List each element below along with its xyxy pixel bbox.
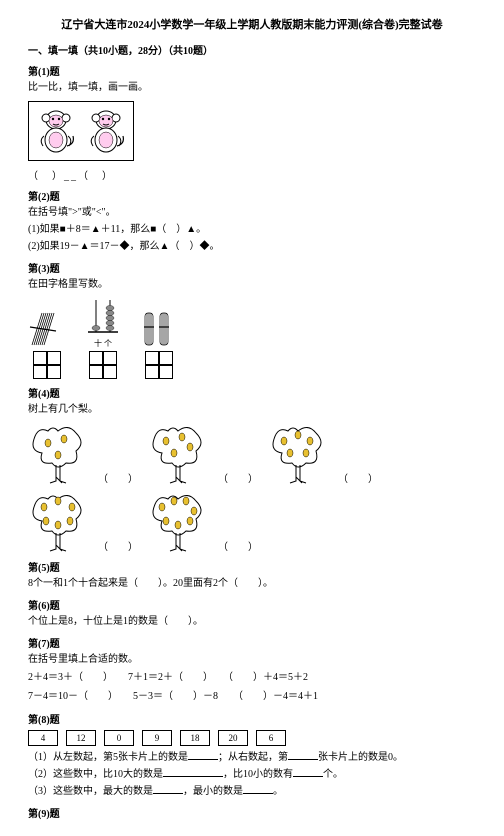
q3-item-3 (140, 309, 178, 379)
card: 18 (180, 730, 210, 746)
q1-image-box (28, 101, 134, 161)
q1-answer-blanks: （ ）__（ ） (28, 167, 476, 182)
card: 9 (142, 730, 172, 746)
q4-text: 树上有几个梨。 (28, 402, 476, 417)
tian-grid (33, 351, 61, 379)
q5-text: 8个一和1个十合起来是（ ）。20里面有2个（ ）。 (28, 576, 476, 591)
bundles-icon (140, 309, 178, 349)
q4-label: 第(4)题 (28, 385, 476, 400)
q3-label: 第(3)题 (28, 260, 476, 275)
card: 4 (28, 730, 58, 746)
q8-label: 第(8)题 (28, 711, 476, 726)
tree-icon (28, 421, 88, 485)
q4-row2: （ ） （ ） (28, 489, 476, 553)
paren: （ ） (218, 538, 258, 553)
q8-line2: （2）这些数中，比10大的数是，比10小的数有个。 (28, 767, 476, 782)
q7-label: 第(7)题 (28, 635, 476, 650)
paren: （ ） (98, 538, 138, 553)
q3-row: 十 个 (28, 296, 476, 379)
q3-item-1 (28, 309, 66, 379)
sticks-icon (28, 309, 66, 349)
card: 0 (104, 730, 134, 746)
tree-icon (28, 489, 88, 553)
card: 6 (256, 730, 286, 746)
tree-icon (268, 421, 328, 485)
q8-line1: （1）从左数起，第5张卡片上的数是；从右数起，第张卡片上的数是0。 (28, 750, 476, 765)
q4-row1: （ ） （ ） （ ） (28, 421, 476, 485)
card: 12 (66, 730, 96, 746)
card: 20 (218, 730, 248, 746)
monkey-icon (85, 106, 127, 156)
q3-abacus-label: 十 个 (94, 338, 112, 349)
q3-text: 在田字格里写数。 (28, 277, 476, 292)
q2-line1: (1)如果■＋8＝▲＋11，那么■（ ）▲。 (28, 222, 476, 237)
q7-text: 在括号里填上合适的数。 (28, 652, 476, 667)
q7-row1: 2＋4＝3＋（ ） 7＋1＝2＋（ ） （ ）＋4＝5＋2 (28, 669, 476, 686)
q3-item-2: 十 个 (84, 296, 122, 379)
q9-label: 第(9)题 (28, 805, 476, 820)
paren: （ ） (218, 470, 258, 485)
q2-label: 第(2)题 (28, 188, 476, 203)
tree-icon (148, 421, 208, 485)
q6-label: 第(6)题 (28, 597, 476, 612)
tree-icon (148, 489, 208, 553)
q5-label: 第(5)题 (28, 559, 476, 574)
tian-grid (145, 351, 173, 379)
tian-grid (89, 351, 117, 379)
q7-row2: 7－4＝10－（ ） 5－3＝（ ）－8 （ ）－4＝4＋1 (28, 688, 476, 705)
q1-label: 第(1)题 (28, 63, 476, 78)
page-title: 辽宁省大连市2024小学数学一年级上学期人教版期末能力评测(综合卷)完整试卷 (28, 16, 476, 32)
abacus-icon (84, 296, 122, 336)
monkey-icon (35, 106, 77, 156)
q2-line2: (2)如果19－▲＝17－◆，那么▲（ ）◆。 (28, 239, 476, 254)
q1-text: 比一比，填一填，画一画。 (28, 80, 476, 95)
paren: （ ） (338, 470, 378, 485)
q2-line0: 在括号填">"或"<"。 (28, 205, 476, 220)
section-header: 一、填一填（共10小题，28分）（共10题） (28, 42, 476, 57)
q8-boxes: 4 12 0 9 18 20 6 (28, 730, 476, 746)
q8-line3: （3）这些数中，最大的数是，最小的数是。 (28, 784, 476, 799)
paren: （ ） (98, 470, 138, 485)
q6-text: 个位上是8，十位上是1的数是（ ）。 (28, 614, 476, 629)
